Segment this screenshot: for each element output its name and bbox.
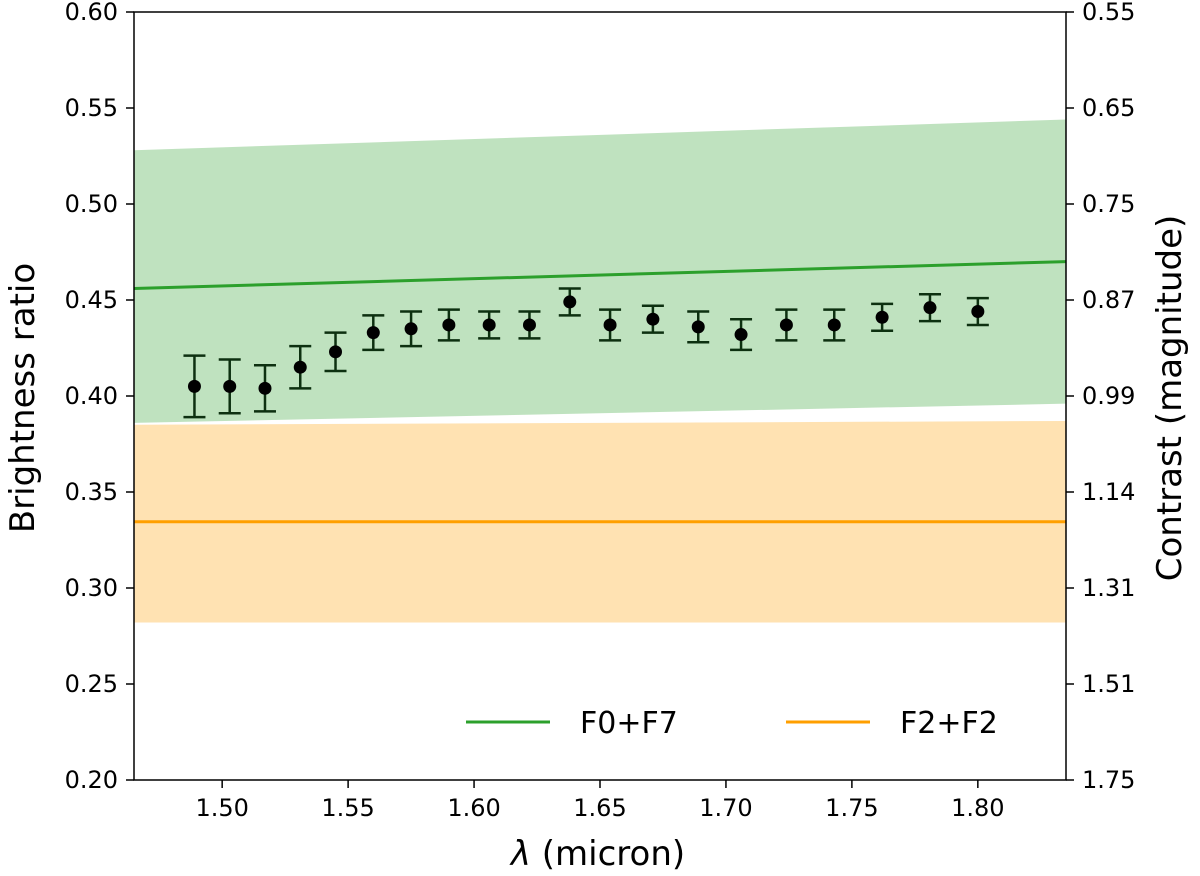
y-tick-label: 0.30 (65, 574, 118, 602)
data-marker (923, 301, 937, 315)
legend: F0+F7 F2+F2 (466, 706, 998, 741)
y-tick-label: 0.55 (65, 94, 118, 122)
x-tick-label: 1.60 (447, 794, 500, 822)
x-axis-unit: (micron) (542, 834, 685, 874)
data-marker (875, 310, 889, 324)
y2-tick-label: 1.14 (1082, 478, 1135, 506)
data-point (362, 314, 385, 352)
y-tick-label: 0.25 (65, 670, 118, 698)
data-marker (223, 379, 237, 393)
x-tick-label: 1.75 (825, 794, 878, 822)
data-point (599, 308, 622, 342)
y2-tick-label: 1.31 (1082, 574, 1135, 602)
data-point (478, 310, 501, 340)
y-tick-label: 0.20 (65, 766, 118, 794)
data-marker (522, 318, 536, 332)
data-marker (258, 381, 272, 395)
x-tick-label: 1.65 (573, 794, 626, 822)
data-point (687, 310, 710, 344)
y-tick-label: 0.50 (65, 190, 118, 218)
y2-tick-label: 1.51 (1082, 670, 1135, 698)
x-tick-label: 1.70 (699, 794, 752, 822)
data-marker (442, 318, 456, 332)
y-tick-label: 0.35 (65, 478, 118, 506)
data-marker (603, 318, 617, 332)
y-tick-label: 0.60 (65, 0, 118, 26)
y-tick-label: 0.40 (65, 382, 118, 410)
data-point (518, 310, 541, 340)
data-marker (646, 312, 660, 326)
model-lines (133, 260, 1067, 524)
data-marker (691, 320, 705, 334)
y2-tick-label: 0.87 (1082, 286, 1135, 314)
data-point (966, 296, 989, 327)
y2-tick-label: 0.99 (1082, 382, 1135, 410)
x-tick-label: 1.50 (195, 794, 248, 822)
data-point (641, 304, 664, 334)
data-points (183, 287, 989, 419)
data-point (324, 331, 347, 373)
data-point (218, 358, 241, 415)
legend-label: F2+F2 (900, 706, 998, 741)
data-marker (293, 360, 307, 374)
data-point (918, 292, 941, 323)
data-marker (187, 379, 201, 393)
data-point (289, 344, 312, 390)
data-point (253, 364, 276, 413)
data-point (730, 317, 753, 352)
y2-tick-label: 0.65 (1082, 94, 1135, 122)
data-marker (366, 326, 380, 340)
y2-axis-title: Contrast (magnitude) (1150, 215, 1190, 582)
band-1 (134, 119, 1066, 423)
data-marker (734, 328, 748, 342)
model-line-1 (133, 260, 1067, 290)
y2-axis-ticks: 1.75 1.51 1.31 1.14 0.99 0.87 0.75 0.65 0.55 (1066, 0, 1135, 794)
data-marker (329, 345, 343, 359)
data-point (775, 308, 798, 342)
data-marker (404, 322, 418, 336)
data-marker (482, 318, 496, 332)
data-marker (971, 305, 985, 319)
y2-tick-label: 0.75 (1082, 190, 1135, 218)
data-marker (563, 295, 577, 309)
data-marker (779, 318, 793, 332)
y2-tick-label: 0.55 (1082, 0, 1135, 26)
data-point (437, 308, 460, 342)
data-marker (827, 318, 841, 332)
y-tick-label: 0.45 (65, 286, 118, 314)
data-point (183, 354, 206, 419)
data-point (871, 302, 894, 332)
legend-label: F0+F7 (580, 706, 678, 741)
x-tick-label: 1.55 (321, 794, 374, 822)
x-tick-label: 1.80 (951, 794, 1004, 822)
data-point (558, 287, 581, 317)
y2-tick-label: 1.75 (1082, 766, 1135, 794)
confidence-bands (134, 119, 1066, 623)
x-axis-symbol: λ (509, 834, 531, 874)
x-axis-title: λ (micron) (509, 834, 685, 874)
data-point (400, 310, 423, 348)
x-axis-ticks: 1.50 1.55 1.60 1.65 1.70 1.75 1.80 (195, 780, 1005, 822)
y-axis-ticks: 0.20 0.25 0.30 0.35 0.40 0.45 0.50 0.55 0.60 (65, 0, 134, 794)
y-axis-title: Brightness ratio (3, 263, 43, 533)
data-point (823, 308, 846, 342)
